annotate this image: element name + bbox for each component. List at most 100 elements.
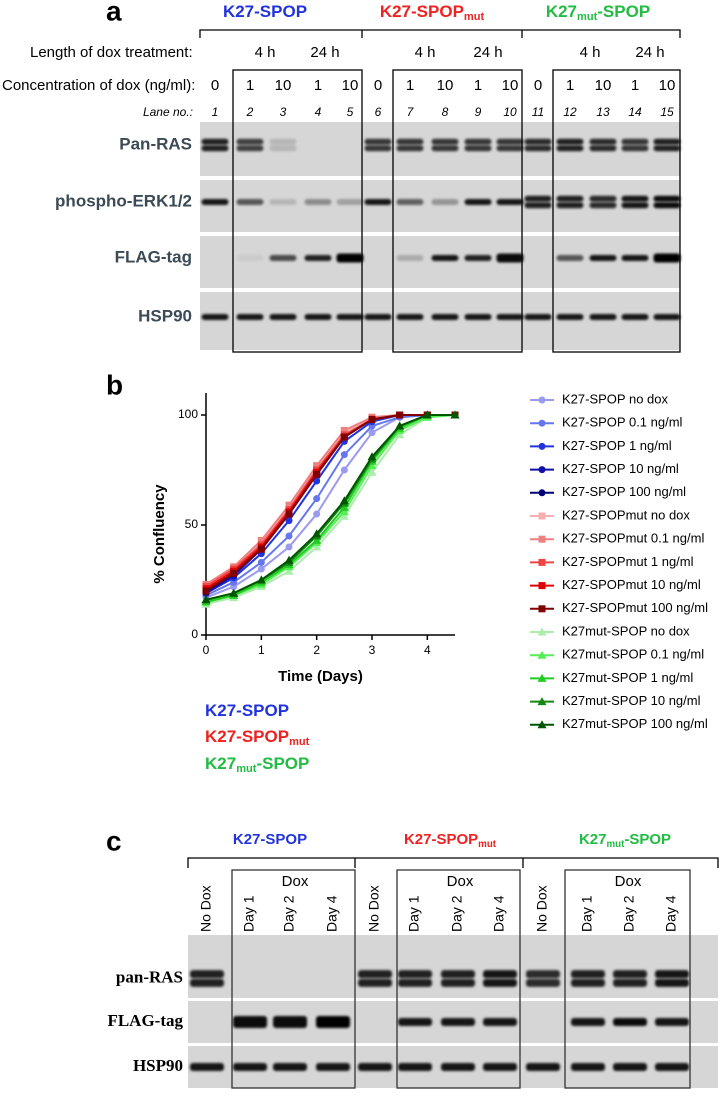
band (396, 199, 424, 205)
band (621, 202, 649, 209)
band (273, 1016, 307, 1028)
concentration: 1 (631, 77, 639, 94)
band (653, 195, 681, 202)
band (236, 138, 264, 145)
data-point (395, 421, 405, 430)
band (589, 195, 617, 202)
data-point (368, 429, 376, 437)
legend-marker (538, 419, 546, 427)
band (236, 255, 264, 261)
band (655, 1018, 689, 1026)
group-label: K27-SPOP (205, 701, 289, 720)
box (552, 69, 681, 353)
concentration: 0 (374, 77, 382, 94)
legend-label: K27-SPOP 100 ng/ml (562, 484, 686, 499)
series-line (205, 414, 456, 603)
group-label-sub: mut (577, 11, 598, 23)
band (396, 145, 424, 152)
y-tick-label: 50 (185, 517, 199, 531)
band (589, 255, 617, 261)
box (231, 869, 356, 1089)
lane-number: 4 (315, 105, 322, 119)
band (571, 978, 605, 987)
data-point (202, 587, 210, 595)
lane-label: Day 2 (621, 895, 637, 932)
data-point (285, 501, 293, 509)
group-label-text: K27-SPOP (205, 701, 289, 720)
band (273, 1063, 307, 1071)
band (621, 145, 649, 152)
group-label: K27-SPOP (233, 831, 307, 848)
band (316, 1016, 350, 1028)
band (524, 138, 552, 145)
data-point (422, 410, 432, 419)
group-label-text: K27-SPOP (404, 831, 478, 848)
band (190, 970, 224, 979)
y-tick-label: 100 (178, 407, 198, 421)
data-point (285, 543, 293, 551)
band (653, 253, 681, 263)
band (613, 1063, 647, 1071)
band (236, 145, 264, 152)
concentration: 1 (246, 77, 254, 94)
legend-marker (538, 558, 546, 566)
data-point (450, 410, 460, 419)
band (358, 970, 392, 979)
lane-label: Day 1 (406, 895, 422, 932)
series-line (205, 414, 455, 595)
band (336, 253, 364, 263)
blot (188, 935, 718, 998)
band (269, 145, 297, 152)
series-line (205, 414, 455, 590)
data-point (313, 495, 321, 503)
band (496, 199, 524, 205)
x-tick-label: 4 (424, 643, 431, 657)
legend-label: K27-SPOPmut 100 ng/ml (562, 600, 708, 615)
band (364, 145, 392, 152)
data-point (339, 496, 349, 505)
panel-letter: b (106, 369, 123, 400)
data-point (257, 558, 265, 566)
data-point (257, 536, 265, 544)
band (358, 1063, 392, 1071)
band (589, 202, 617, 209)
lane-number: 2 (246, 105, 254, 119)
band (396, 314, 424, 320)
data-point (367, 461, 377, 470)
legend-marker (538, 396, 546, 404)
band (396, 255, 424, 261)
duration: 24 h (635, 44, 664, 61)
data-point (313, 510, 321, 518)
data-point (257, 565, 265, 573)
lane-label: Day 2 (281, 895, 297, 932)
group-label-text: K27-SPOP (223, 2, 307, 21)
band (190, 1063, 224, 1071)
band (524, 314, 552, 320)
group-label: K27-SPOPmut (205, 727, 310, 747)
y-axis-label: % Confluency (151, 484, 168, 584)
band (655, 970, 689, 979)
band (524, 202, 552, 209)
band (441, 1063, 475, 1071)
band (496, 253, 524, 263)
dox-label: Dox (447, 873, 474, 890)
group-label: K27-SPOP (223, 2, 307, 21)
blot-label: HSP90 (138, 306, 192, 325)
band (269, 199, 297, 205)
data-point (257, 545, 265, 553)
duration: 24 h (473, 44, 502, 61)
group-label: K27-SPOPmut (404, 831, 497, 850)
band (233, 1063, 267, 1071)
lane-number: 10 (503, 105, 517, 119)
concentration: 10 (595, 77, 612, 94)
band (483, 1063, 517, 1071)
band (483, 1018, 517, 1026)
concentration: 0 (211, 77, 219, 94)
band (655, 1063, 689, 1071)
data-point (339, 511, 349, 520)
band (304, 255, 332, 261)
legend-marker (538, 512, 546, 520)
row-label: Lane no.: (143, 105, 193, 119)
band (431, 314, 459, 320)
data-point (230, 569, 238, 577)
